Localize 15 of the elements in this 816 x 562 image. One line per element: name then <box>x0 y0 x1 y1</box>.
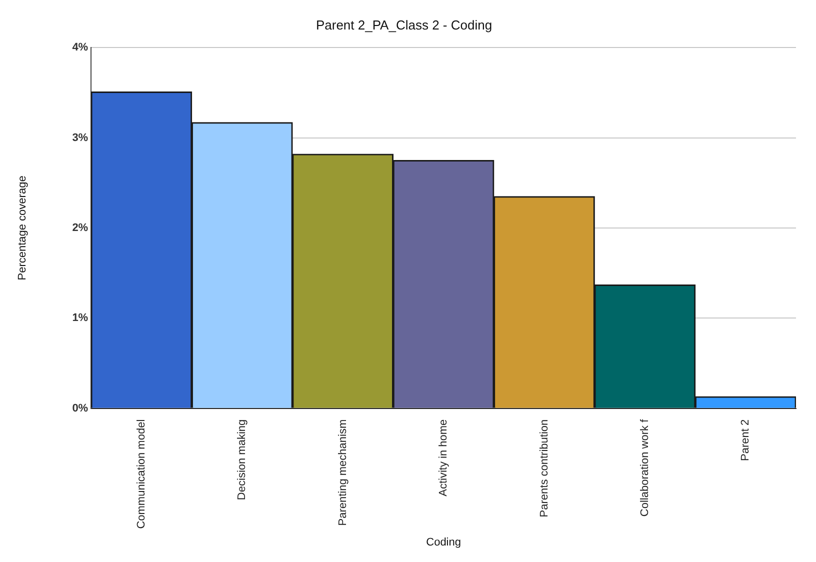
x-tick-label: Activity in home <box>438 419 450 496</box>
y-tick-label: 2% <box>72 222 88 234</box>
x-axis-title: Coding <box>426 536 461 548</box>
y-tick-label: 0% <box>72 402 88 414</box>
chart-title: Parent 2_PA_Class 2 - Coding <box>316 17 492 32</box>
x-tick-label: Parenting mechanism <box>336 419 349 526</box>
y-tick-label: 4% <box>72 42 88 54</box>
x-tick-label: Parents contribution <box>538 419 550 518</box>
x-tick-label: Decision making <box>236 419 248 500</box>
y-tick-label: 3% <box>72 132 88 144</box>
y-axis-title: Percentage coverage <box>16 176 29 280</box>
x-tick-label: Collaboration work f <box>638 418 651 517</box>
y-tick-label: 1% <box>72 312 88 324</box>
x-tick-label: Communication model <box>135 419 148 529</box>
x-tick-label: Parent 2 <box>740 419 752 461</box>
